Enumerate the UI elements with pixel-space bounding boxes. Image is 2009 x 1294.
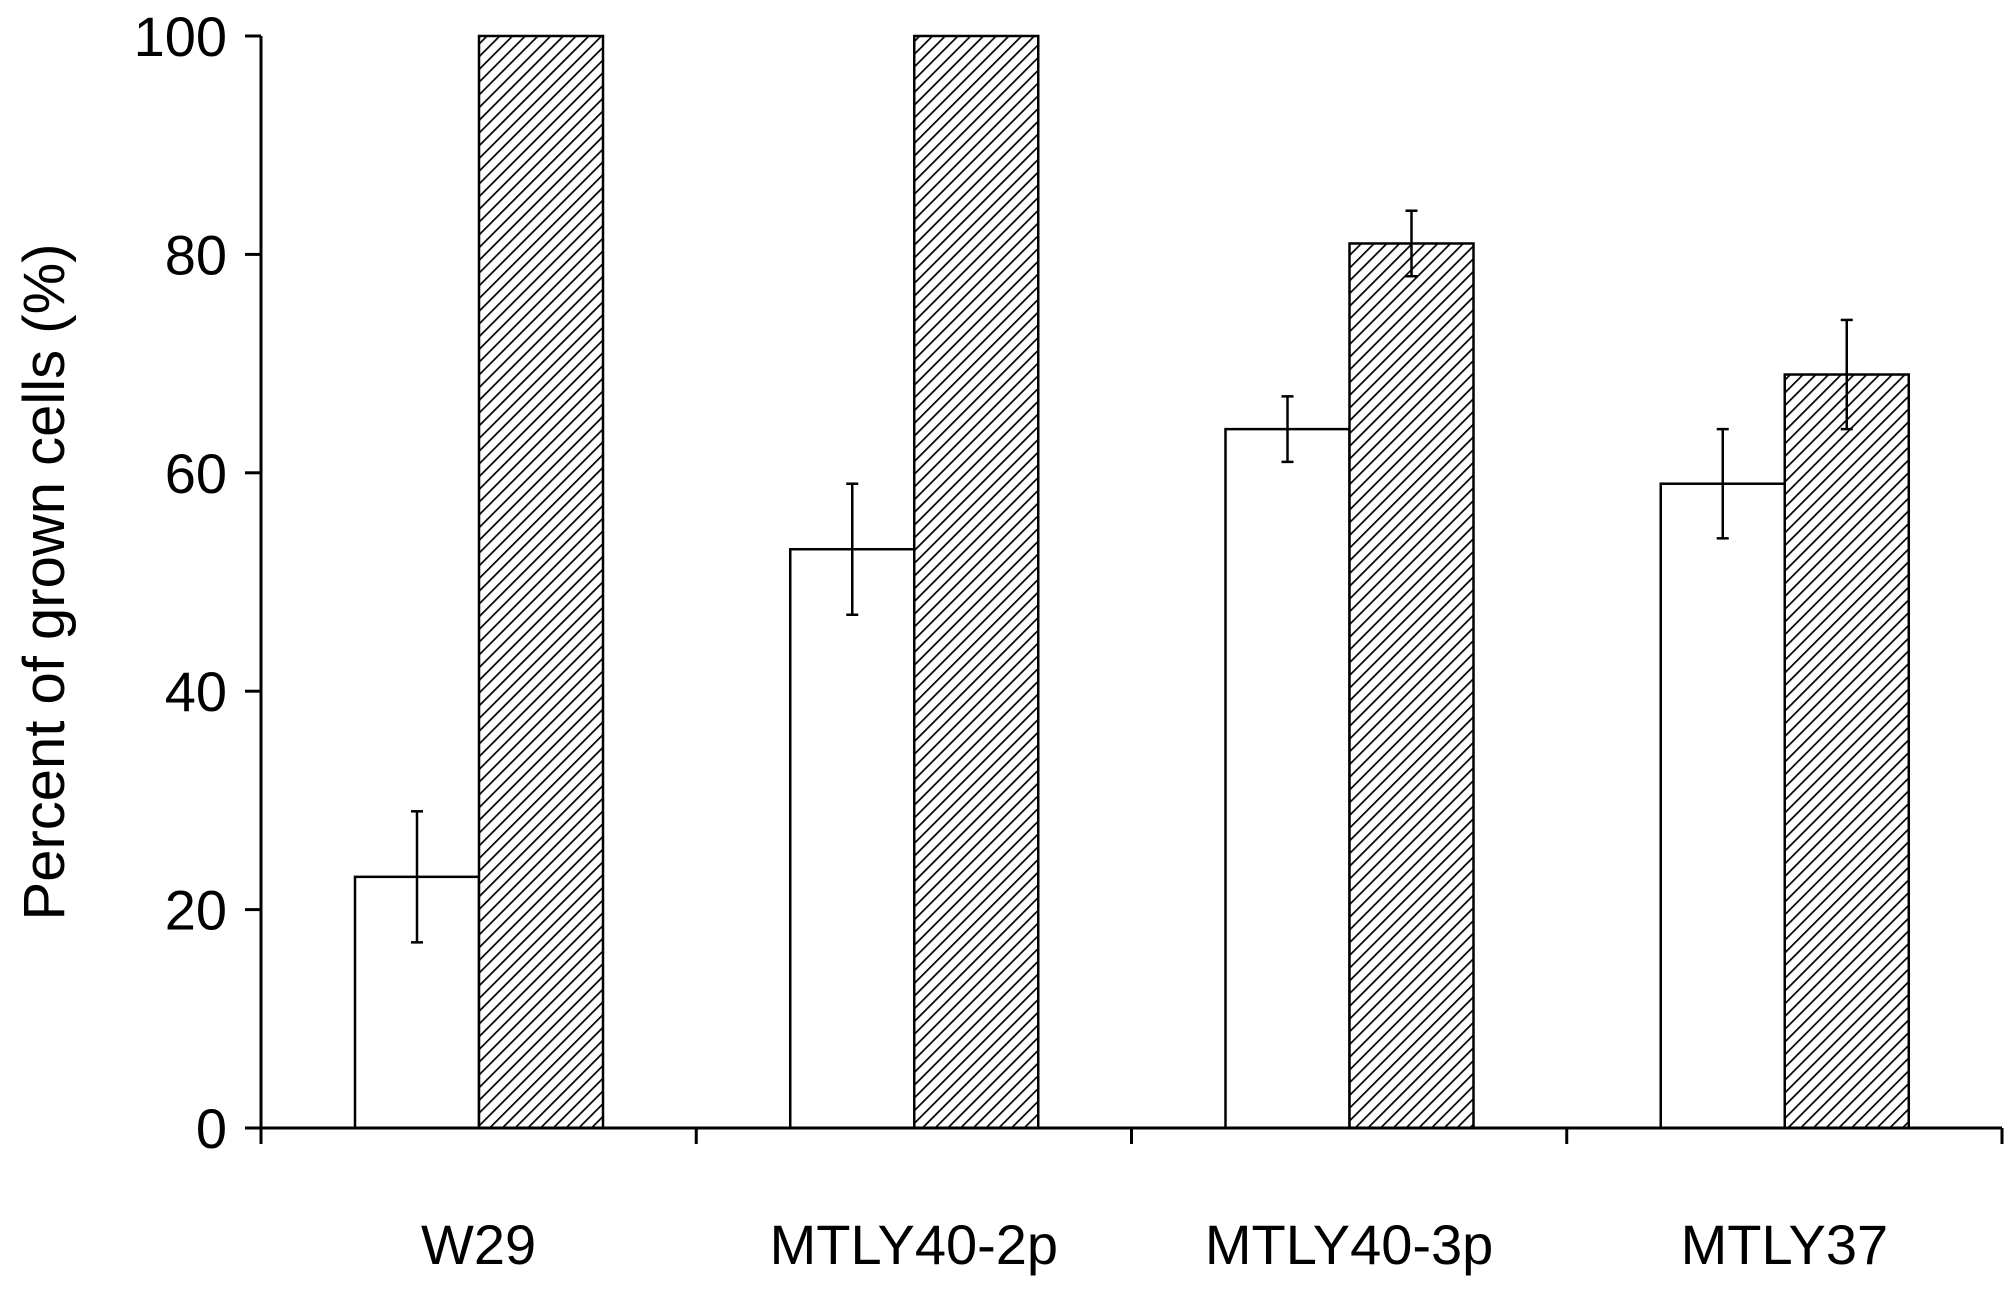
x-tick-label-w29: W29 [421, 1213, 536, 1276]
bar-mtly40-3p-series-1 [1224, 427, 1351, 1130]
x-tick-label-mtly40-2p: MTLY40-2p [770, 1213, 1058, 1276]
error-bars-layer [411, 209, 1853, 944]
y-tick-label-0: 0 [196, 1097, 227, 1160]
y-axis-title: Percent of grown cells (%) [12, 244, 77, 921]
bar-mtly40-2p-series-1 [789, 547, 916, 1130]
bar-mtly37-series-2 [1783, 373, 1910, 1130]
bars-layer [353, 34, 1910, 1130]
y-tick-label-80: 80 [165, 223, 227, 286]
labels-layer: 0 20 40 60 80 100 W29 MTLY40-2p MTLY40-3p MTLY37 P… [12, 5, 1888, 1276]
y-tick-label-60: 60 [165, 442, 227, 505]
bar-mtly37-series-1 [1659, 482, 1786, 1130]
x-tick-label-mtly37: MTLY37 [1681, 1213, 1888, 1276]
bar-w29-series-2 [477, 34, 605, 1130]
y-tick-label-100: 100 [134, 5, 227, 68]
x-tick-label-mtly40-3p: MTLY40-3p [1205, 1213, 1493, 1276]
bar-mtly40-3p-series-2 [1348, 242, 1475, 1130]
y-tick-label-40: 40 [165, 660, 227, 723]
axes-layer [245, 34, 2004, 1144]
y-tick-label-20: 20 [165, 879, 227, 942]
bar-mtly40-2p-series-2 [913, 34, 1040, 1130]
